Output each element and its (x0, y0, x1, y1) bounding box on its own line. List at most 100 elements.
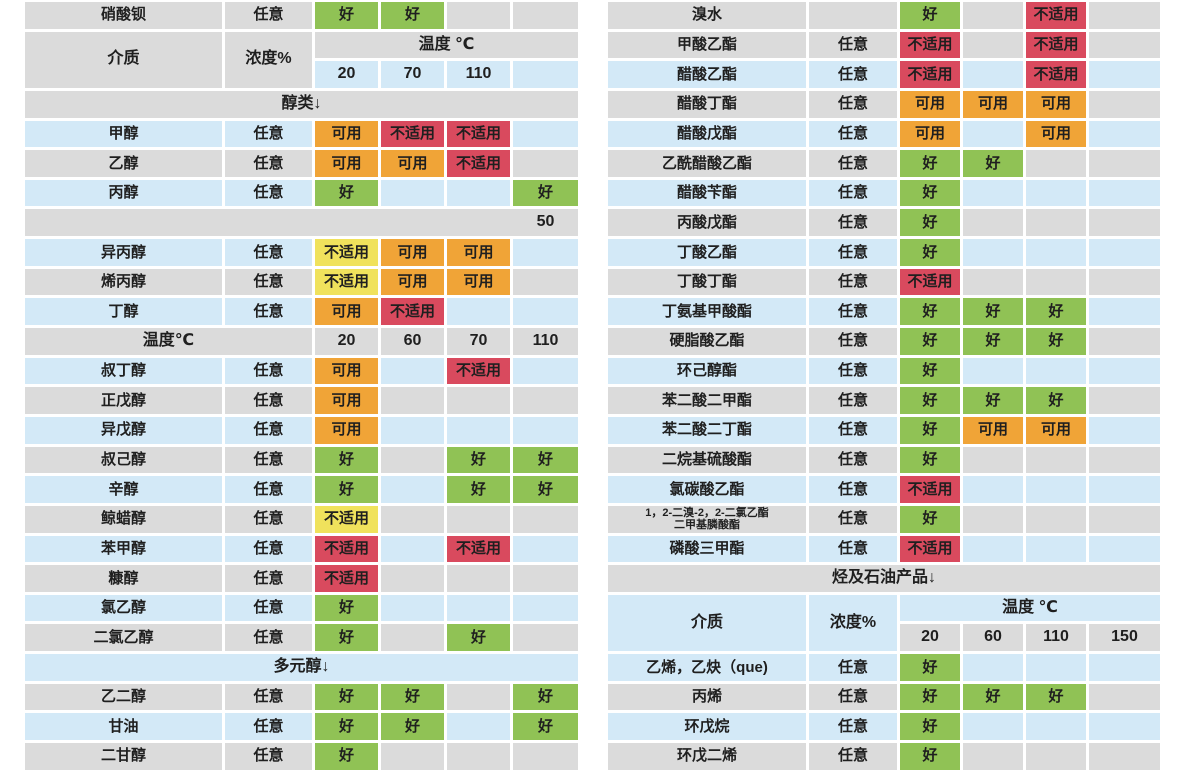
rating-cell-empty (513, 624, 578, 652)
temperature-value-header: 60 (963, 624, 1023, 652)
rating-cell-good: 好 (1026, 387, 1086, 414)
concentration-cell: 任意 (809, 298, 897, 326)
rating-cell-good: 好 (315, 683, 378, 711)
note-row: 50 (25, 209, 578, 237)
rating-cell-usable: 可用 (381, 150, 444, 177)
concentration-cell: 任意 (225, 565, 312, 592)
rating-cell-usable: 可用 (315, 387, 378, 414)
rating-cell-empty (1026, 357, 1086, 385)
rating-cell-good: 好 (1026, 683, 1086, 711)
rating-cell-empty (513, 298, 578, 326)
medium-name-cell: 醋酸乙酯 (608, 61, 806, 88)
rating-cell-empty (963, 61, 1023, 88)
medium-name-cell: 鲸蜡醇 (25, 505, 222, 533)
concentration-cell: 任意 (809, 357, 897, 385)
concentration-cell: 任意 (809, 209, 897, 237)
rating-cell-empty (1026, 654, 1086, 681)
rating-cell-empty (513, 120, 578, 148)
concentration-cell: 任意 (225, 357, 312, 385)
rating-cell-good: 好 (315, 476, 378, 503)
rating-cell-good: 好 (381, 2, 444, 29)
concentration-cell: 任意 (809, 239, 897, 266)
rating-cell-empty (1026, 743, 1086, 770)
temperature-header: 温度 ℃ (900, 594, 1160, 622)
rating-cell-good: 好 (315, 2, 378, 29)
rating-cell-good: 好 (381, 683, 444, 711)
compatibility-table-left: 硝酸钡 任意好好介质 浓度% 温度 ℃ 20 70 110 醇类↓ 甲醇 任意 可用 不适用 不适用 乙醇… (25, 2, 578, 770)
rating-cell-good: 好 (381, 713, 444, 741)
temperature-value-header: 70 (381, 61, 444, 88)
rating-cell-empty (513, 565, 578, 592)
rating-cell-empty (1089, 61, 1160, 88)
rating-cell-empty (447, 594, 510, 622)
concentration-cell: 任意 (809, 387, 897, 414)
rating-cell-empty (1089, 150, 1160, 177)
rating-cell-empty (1089, 298, 1160, 326)
medium-name-cell: 苯二酸二甲酯 (608, 387, 806, 414)
rating-cell-empty (381, 476, 444, 503)
rating-cell-unsuitable: 不适用 (1026, 61, 1086, 88)
rating-cell-good: 好 (900, 357, 960, 385)
rating-cell-usable: 可用 (1026, 90, 1086, 118)
rating-cell-good: 好 (900, 743, 960, 770)
concentration-cell: 任意 (809, 179, 897, 207)
rating-cell-good: 好 (900, 298, 960, 326)
temperature-value-header: 70 (447, 328, 510, 355)
rating-cell-empty (447, 416, 510, 444)
rating-cell-unsuitable: 不适用 (447, 357, 510, 385)
rating-cell-empty (1089, 179, 1160, 207)
rating-cell-good: 好 (900, 328, 960, 355)
medium-name-cell: 溴水 (608, 2, 806, 29)
rating-cell-empty (513, 2, 578, 29)
concentration-cell: 任意 (809, 61, 897, 88)
rating-cell-empty (381, 565, 444, 592)
rating-cell-empty (963, 446, 1023, 474)
rating-cell-good: 好 (315, 179, 378, 207)
temperature-value-header: 110 (513, 328, 578, 355)
note-value: 50 (536, 213, 555, 231)
medium-name-cell: 异丙醇 (25, 239, 222, 266)
rating-cell-empty (963, 120, 1023, 148)
section-row: 醇类↓ (25, 90, 578, 118)
medium-name-cell: 醋酸戊酯 (608, 120, 806, 148)
rating-cell-good: 好 (513, 476, 578, 503)
concentration-cell: 任意 (225, 446, 312, 474)
medium-name-cell: 氯乙醇 (25, 594, 222, 622)
medium-name-cell: 醋酸苄酯 (608, 179, 806, 207)
temperature-header: 温度℃ (25, 328, 312, 355)
rating-cell-usable: 可用 (315, 416, 378, 444)
rating-cell-empty (1089, 743, 1160, 770)
temperature-value-header: 150 (1089, 624, 1160, 652)
medium-name-cell: 苯二酸二丁酯 (608, 416, 806, 444)
rating-cell-empty (1089, 654, 1160, 681)
rating-cell-usable: 可用 (447, 268, 510, 296)
temperature-value-header: 110 (1026, 624, 1086, 652)
concentration-cell: 任意 (225, 713, 312, 741)
medium-name-cell: 环戊烷 (608, 713, 806, 741)
rating-cell-good: 好 (447, 476, 510, 503)
rating-cell-usable: 可用 (1026, 120, 1086, 148)
medium-name-cell: 甲酸乙酯 (608, 31, 806, 59)
rating-cell-empty (1026, 446, 1086, 474)
rating-cell-good: 好 (963, 683, 1023, 711)
rating-cell-empty (1089, 683, 1160, 711)
medium-name-cell: 二烷基硫酸酯 (608, 446, 806, 474)
rating-cell-empty (447, 713, 510, 741)
rating-cell-unsuitable: 不适用 (900, 31, 960, 59)
rating-cell-good: 好 (900, 683, 960, 711)
rating-cell-usable: 可用 (900, 90, 960, 118)
rating-cell-empty (513, 594, 578, 622)
rating-cell-good: 好 (900, 2, 960, 29)
rating-cell-empty (381, 505, 444, 533)
concentration-cell: 任意 (809, 446, 897, 474)
temperature-value-header: 20 (315, 328, 378, 355)
rating-cell-empty (381, 387, 444, 414)
temperature-value-header (513, 61, 578, 88)
concentration-cell: 任意 (225, 387, 312, 414)
medium-name-cell: 环己醇酯 (608, 357, 806, 385)
rating-cell-empty (1026, 179, 1086, 207)
rating-cell-empty (513, 505, 578, 533)
concentration-cell: 任意 (809, 150, 897, 177)
rating-cell-good: 好 (900, 239, 960, 266)
rating-cell-good: 好 (900, 505, 960, 533)
